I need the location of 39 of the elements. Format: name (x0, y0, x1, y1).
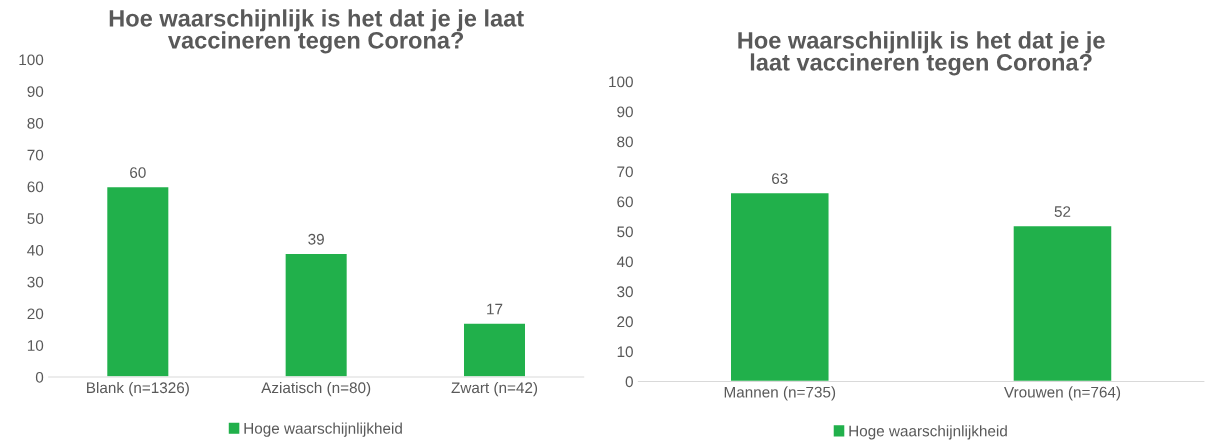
y-tick-label: 0 (625, 376, 633, 388)
data-label: 63 (772, 173, 788, 184)
y-tick-label: 70 (27, 149, 44, 161)
y-tick-label: 60 (617, 196, 633, 208)
y-tick-label: 90 (27, 86, 44, 97)
y-tick-label: 80 (617, 136, 633, 148)
y-tick-label: 0 (35, 371, 44, 383)
x-tick-label: Vrouwen (n=764) (1004, 386, 1121, 401)
y-tick-label: 40 (616, 256, 633, 268)
legend-label: Hoge waarschijnlijkheid (849, 425, 1007, 440)
data-label: 52 (1054, 206, 1071, 217)
chart-title: Hoe waarschijnlijk is het dat je je laat vaccineren tegen Corona? (738, 31, 1105, 76)
y-tick-label: 30 (617, 286, 633, 298)
y-tick-label: 100 (19, 54, 44, 66)
y-tick-label: 50 (617, 226, 633, 238)
x-tick-label: Blank (n=1326) (87, 381, 189, 397)
y-tick-label: 10 (617, 346, 633, 358)
y-tick-label: 10 (27, 340, 44, 351)
x-tick-label: Aziatisch (n=80) (261, 381, 371, 397)
y-tick-label: 40 (27, 244, 44, 256)
bar (284, 252, 349, 378)
chart-title: Hoe waarschijnlijk is het dat je je laat vaccineren tegen Corona? (109, 9, 524, 54)
y-tick-label: 80 (27, 117, 44, 129)
y-tick-label: 60 (27, 181, 44, 193)
y-tick-label: 20 (27, 308, 44, 320)
y-tick-label: 90 (617, 106, 633, 118)
x-tick-label: Zwart (n=42) (451, 381, 538, 397)
data-label: 39 (308, 233, 324, 245)
legend-label: Hoge waarschijnlijkheid (244, 422, 402, 437)
y-tick-label: 70 (617, 166, 633, 178)
x-tick-label: Mannen (n=735) (724, 386, 836, 401)
data-label: 17 (487, 303, 503, 315)
y-tick-label: 20 (617, 316, 633, 328)
data-label: 60 (130, 167, 146, 178)
bar (105, 185, 170, 378)
y-tick-label: 50 (27, 213, 44, 224)
bar (462, 322, 527, 378)
y-tick-label: 100 (609, 76, 633, 88)
y-tick-label: 30 (27, 276, 44, 288)
